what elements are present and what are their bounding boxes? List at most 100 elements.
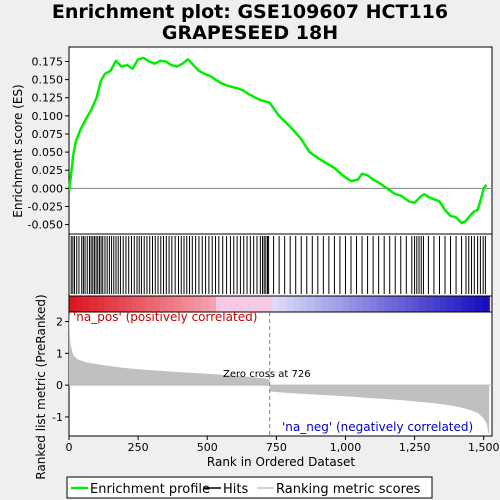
es-y-tick-label: 0.075: [32, 128, 64, 141]
x-tick-label: 500: [197, 441, 218, 454]
ranking-metric-area: [69, 312, 490, 436]
color-bar-segment: [419, 296, 427, 312]
color-bar-segment: [482, 296, 490, 312]
es-y-tick-label: 0.125: [32, 92, 64, 105]
color-bar-segment: [181, 296, 189, 312]
color-bar-segment: [216, 296, 224, 312]
metric-y-tick-label: 0: [56, 379, 63, 392]
color-bar-segment: [97, 296, 105, 312]
color-bar-segment: [188, 296, 196, 312]
es-y-tick-label: -0.025: [28, 200, 63, 213]
es-panel: [68, 46, 493, 235]
color-bar-segment: [258, 296, 266, 312]
color-bar-segment: [307, 296, 315, 312]
color-bar-segment: [279, 296, 287, 312]
es-y-tick-label: 0.000: [32, 182, 64, 195]
color-bar-segment: [146, 296, 154, 312]
color-bar-segment: [90, 296, 98, 312]
color-bar-segment: [433, 296, 441, 312]
color-bar-segment: [426, 296, 434, 312]
color-bar-segment: [104, 296, 112, 312]
color-bar-segment: [363, 296, 371, 312]
es-y-axis-label: Enrichment score (ES): [11, 84, 25, 217]
es-y-tick-label: 0.050: [32, 146, 64, 159]
color-bar-segment: [139, 296, 147, 312]
color-bar-segment: [335, 296, 343, 312]
metric-y-axis: -1 0 1 2: [52, 316, 69, 424]
color-bar-segment: [461, 296, 469, 312]
color-bar-segment: [349, 296, 357, 312]
x-tick-label: 250: [128, 441, 149, 454]
metric-y-tick-label: 2: [56, 316, 63, 329]
metric-y-tick-label: 1: [56, 347, 63, 360]
color-bar-segment: [454, 296, 462, 312]
x-tick-label: 1,250: [399, 441, 431, 454]
color-bar-segment: [174, 296, 182, 312]
metric-plot-area: [69, 312, 492, 436]
color-bar-segment: [83, 296, 91, 312]
color-bar-segment: [69, 296, 77, 312]
legend-hits-label: Hits: [223, 482, 248, 497]
x-axis-label: Rank in Ordered Dataset: [207, 455, 355, 469]
metric-y-tick-label: -1: [52, 411, 63, 424]
color-bar-segment: [153, 296, 161, 312]
color-bar-segment: [293, 296, 301, 312]
color-bar-segment: [272, 296, 280, 312]
es-y-tick-label: 0.150: [32, 74, 64, 87]
color-bar-segment: [342, 296, 350, 312]
color-bar-segment: [237, 296, 245, 312]
hits-area: [70, 236, 486, 294]
pos-correlated-label: 'na_pos' (positively correlated): [73, 310, 257, 324]
color-bar-segment: [468, 296, 476, 312]
color-bar-segment: [160, 296, 168, 312]
chart-title-line-2: GRAPESEED 18H: [162, 22, 338, 44]
es-y-tick-label: 0.100: [32, 110, 64, 123]
es-y-axis: -0.050 -0.025 0.000 0.025 0.050 0.075 0.100 0.1…: [28, 55, 69, 232]
color-bar-segment: [76, 296, 84, 312]
color-bar-segment: [391, 296, 399, 312]
es-y-tick-label: 0.175: [32, 55, 64, 68]
color-bar-segment: [447, 296, 455, 312]
color-bar-segment: [230, 296, 238, 312]
chart-title-line-1: Enrichment plot: GSE109607 HCT116: [52, 1, 448, 23]
color-bar-segment: [398, 296, 406, 312]
legend-es-label: Enrichment profile: [90, 482, 210, 497]
color-bar-segment: [356, 296, 364, 312]
legend-box: [66, 476, 433, 499]
legend-metric-label: Ranking metric scores: [276, 482, 421, 497]
color-bar-segment: [300, 296, 308, 312]
color-bar-segment: [370, 296, 378, 312]
es-y-tick-label: 0.025: [32, 164, 64, 177]
metric-y-axis-label: Ranked list metric (PreRanked): [34, 294, 48, 479]
x-axis: 0 250 500 750 1,000 1,250 1,500: [66, 436, 500, 454]
color-bar-segment: [265, 296, 273, 312]
color-bar-segment: [384, 296, 392, 312]
color-bar-segment: [202, 296, 210, 312]
color-bar-segment: [440, 296, 448, 312]
x-tick-label: 750: [266, 441, 287, 454]
color-bar-segment: [405, 296, 413, 312]
color-bar-segment: [118, 296, 126, 312]
color-bar-segment: [412, 296, 420, 312]
color-bar-segment: [223, 296, 231, 312]
neg-correlated-label: 'na_neg' (negatively correlated): [282, 420, 473, 434]
legend-item-hits: Hits: [204, 482, 248, 497]
color-bar-segment: [251, 296, 259, 312]
color-bar-segment: [167, 296, 175, 312]
color-bar-segment: [321, 296, 329, 312]
color-bar-segment: [377, 296, 385, 312]
color-bar-segment: [286, 296, 294, 312]
color-bar-segment: [111, 296, 119, 312]
color-bar-segment: [314, 296, 322, 312]
legend-item-ranking-metric: Ranking metric scores: [257, 482, 421, 497]
rank-color-bar: [68, 295, 493, 313]
color-bar-segment: [244, 296, 252, 312]
zero-cross-label: Zero cross at 726: [223, 369, 311, 380]
x-tick-label: 1,500: [468, 441, 500, 454]
x-tick-label: 0: [66, 441, 73, 454]
color-bar-segment: [209, 296, 217, 312]
es-plot-area: [67, 56, 492, 225]
color-bar-segment: [132, 296, 140, 312]
color-bar-segment: [125, 296, 133, 312]
